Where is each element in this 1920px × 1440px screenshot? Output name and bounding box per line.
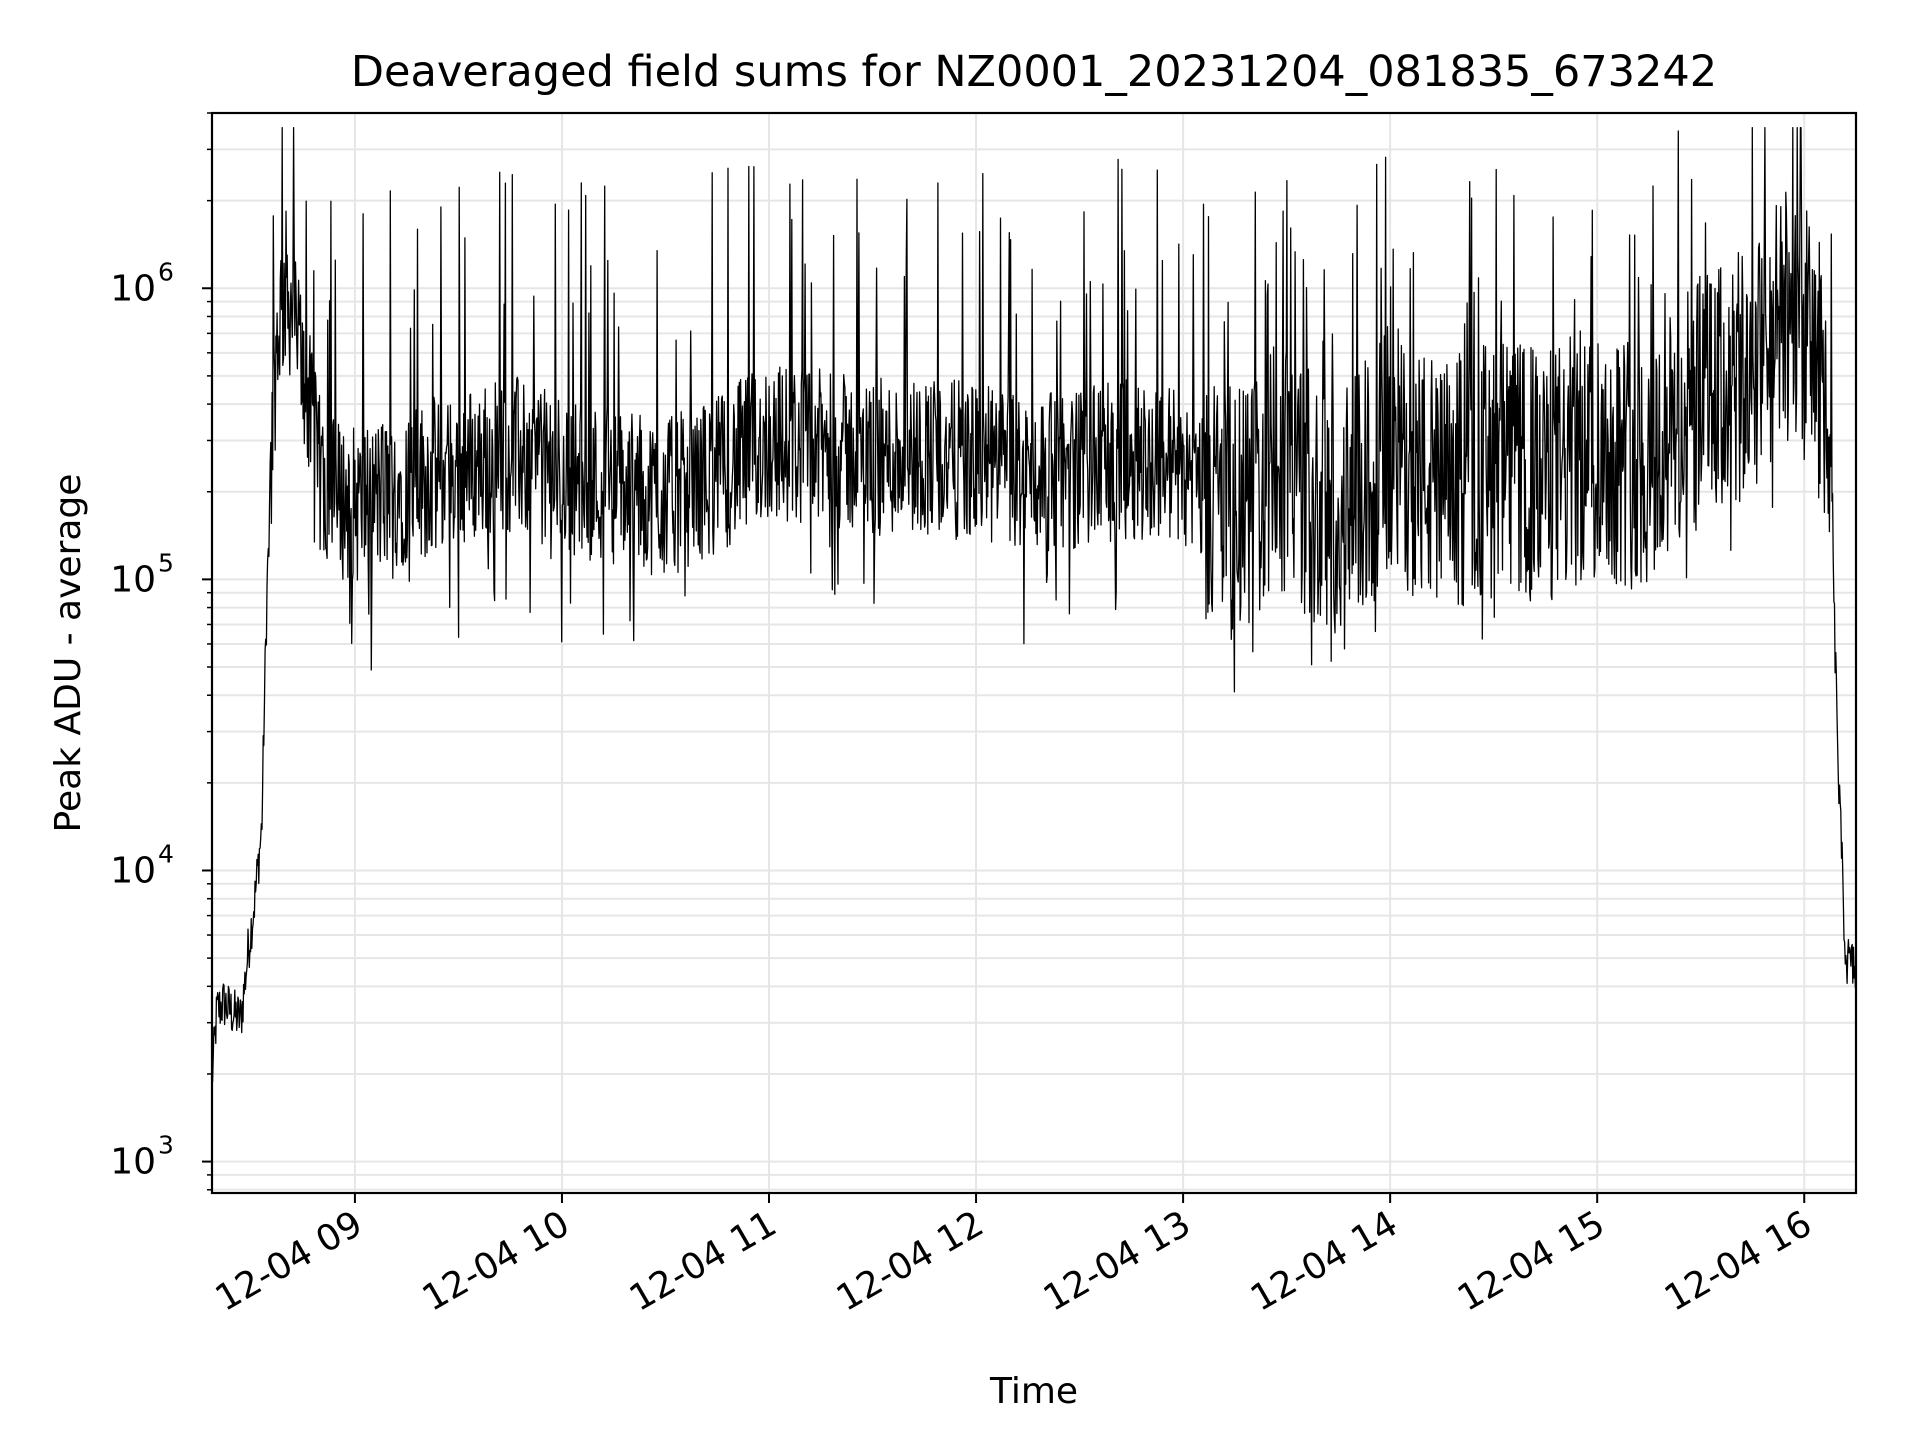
y-tick-label: 10	[110, 268, 156, 309]
y-tick-label: 10	[110, 1142, 156, 1183]
chart-title: Deaveraged field sums for NZ0001_2023120…	[351, 47, 1717, 97]
y-tick-label: 10	[110, 559, 156, 600]
x-axis-label: Time	[989, 1371, 1078, 1412]
plot-frame	[210, 111, 1858, 1195]
series-line-0	[211, 126, 1857, 1083]
y-tick-label-exponent: 6	[158, 257, 174, 286]
y-tick-label: 10	[110, 850, 156, 891]
grid-lines	[212, 112, 1856, 1193]
y-axis-label: Peak ADU - average	[48, 474, 89, 833]
plot-series-area	[211, 126, 1857, 1083]
y-tick-label-exponent: 4	[158, 839, 174, 868]
y-tick-label-exponent: 3	[158, 1131, 174, 1160]
y-tick-label-exponent: 5	[158, 548, 174, 577]
